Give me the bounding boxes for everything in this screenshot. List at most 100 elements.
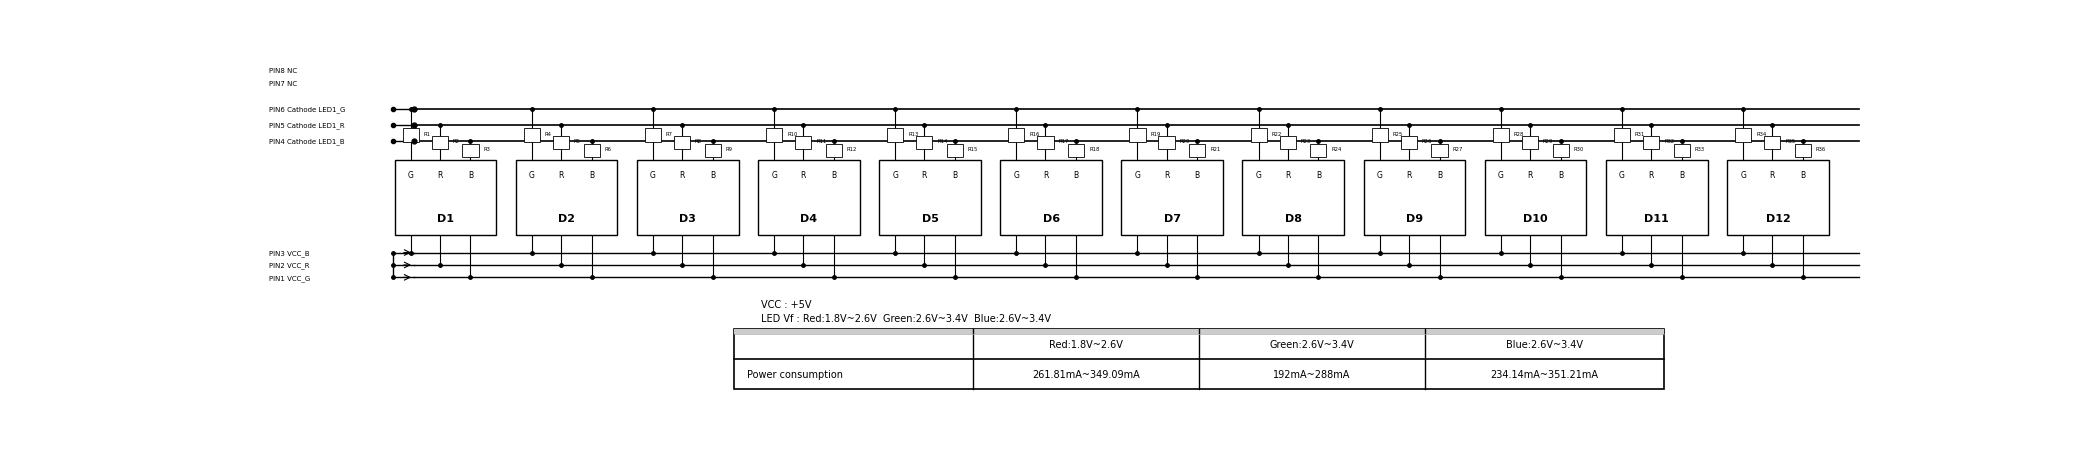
Bar [1521, 137, 1538, 150]
Text: B: B [832, 171, 836, 180]
Bar [734, 329, 1663, 335]
Bar [1311, 145, 1328, 158]
Bar [1492, 129, 1509, 142]
Bar [1607, 161, 1707, 235]
Bar [704, 145, 721, 158]
Text: PIN1 VCC_G: PIN1 VCC_G [269, 274, 311, 281]
Text: B: B [1073, 171, 1080, 180]
Text: Blue:2.6V~3.4V: Blue:2.6V~3.4V [1507, 339, 1584, 349]
Bar [1038, 137, 1055, 150]
Bar [431, 137, 448, 150]
Text: D1: D1 [438, 213, 454, 224]
Bar [1613, 129, 1630, 142]
Bar [1190, 145, 1205, 158]
Text: R: R [1407, 171, 1411, 180]
Bar [917, 137, 932, 150]
Text: R: R [1163, 171, 1169, 180]
Text: R36: R36 [1815, 147, 1826, 152]
Text: B: B [1680, 171, 1684, 180]
Bar [946, 145, 963, 158]
Text: B: B [590, 171, 594, 180]
Bar [1250, 129, 1267, 142]
Text: PIN6 Cathode LED1_G: PIN6 Cathode LED1_G [269, 106, 346, 113]
Text: B: B [469, 171, 473, 180]
Text: R6: R6 [604, 147, 611, 152]
Text: LED Vf : Red:1.8V~2.6V  Green:2.6V~3.4V  Blue:2.6V~3.4V: LED Vf : Red:1.8V~2.6V Green:2.6V~3.4V B… [761, 313, 1050, 324]
Bar [552, 137, 569, 150]
Bar [1121, 161, 1223, 235]
Text: R18: R18 [1090, 147, 1100, 152]
Text: Red:1.8V~2.6V: Red:1.8V~2.6V [1048, 339, 1123, 349]
Bar [1159, 137, 1175, 150]
Text: R19: R19 [1150, 131, 1161, 136]
Text: R21: R21 [1211, 147, 1221, 152]
Text: G: G [892, 171, 898, 180]
Text: R: R [438, 171, 442, 180]
Text: R12: R12 [846, 147, 857, 152]
Bar [825, 145, 842, 158]
Text: Green:2.6V~3.4V: Green:2.6V~3.4V [1269, 339, 1355, 349]
Bar [1000, 161, 1102, 235]
Text: PIN5 Cathode LED1_R: PIN5 Cathode LED1_R [269, 123, 344, 129]
Text: D7: D7 [1163, 213, 1182, 224]
Text: R27: R27 [1453, 147, 1463, 152]
Bar [767, 129, 782, 142]
Bar [1069, 145, 1084, 158]
Text: 261.81mA~349.09mA: 261.81mA~349.09mA [1032, 369, 1140, 379]
Bar [638, 161, 738, 235]
Text: D8: D8 [1286, 213, 1302, 224]
Text: D9: D9 [1407, 213, 1423, 224]
Text: PIN8 NC: PIN8 NC [269, 68, 296, 74]
Text: R: R [559, 171, 563, 180]
Text: R22: R22 [1271, 131, 1282, 136]
Bar [523, 129, 540, 142]
Text: R30: R30 [1573, 147, 1584, 152]
Bar [584, 145, 600, 158]
Bar [673, 137, 690, 150]
Text: 192mA~288mA: 192mA~288mA [1273, 369, 1350, 379]
Text: R: R [1286, 171, 1290, 180]
Bar [1400, 137, 1417, 150]
Text: R: R [679, 171, 686, 180]
Text: G: G [1740, 171, 1746, 180]
Bar [1242, 161, 1344, 235]
Text: R11: R11 [817, 139, 827, 144]
Bar [515, 161, 617, 235]
Text: B: B [1315, 171, 1321, 180]
Text: G: G [650, 171, 656, 180]
Text: D4: D4 [800, 213, 817, 224]
Text: G: G [1257, 171, 1261, 180]
Text: Power consumption: Power consumption [746, 369, 842, 379]
Text: R25: R25 [1392, 131, 1403, 136]
Text: R8: R8 [694, 139, 702, 144]
Bar [1130, 129, 1146, 142]
Text: D5: D5 [921, 213, 938, 224]
Text: G: G [1134, 171, 1140, 180]
Text: R24: R24 [1332, 147, 1342, 152]
Text: R15: R15 [967, 147, 977, 152]
Text: D2: D2 [559, 213, 575, 224]
Text: PIN3 VCC_B: PIN3 VCC_B [269, 250, 308, 257]
Text: R20: R20 [1180, 139, 1190, 144]
Bar [734, 329, 1663, 389]
Text: R7: R7 [667, 131, 673, 136]
Text: D12: D12 [1765, 213, 1790, 224]
Bar [394, 161, 496, 235]
Bar [402, 129, 419, 142]
Bar [1794, 145, 1811, 158]
Text: G: G [1619, 171, 1626, 180]
Text: R5: R5 [573, 139, 581, 144]
Text: R: R [1648, 171, 1655, 180]
Text: 234.14mA~351.21mA: 234.14mA~351.21mA [1490, 369, 1598, 379]
Text: B: B [1801, 171, 1805, 180]
Text: R34: R34 [1757, 131, 1767, 136]
Text: R: R [921, 171, 927, 180]
Bar [1371, 129, 1388, 142]
Text: PIN4 Cathode LED1_B: PIN4 Cathode LED1_B [269, 138, 344, 145]
Text: R10: R10 [788, 131, 798, 136]
Text: R: R [1042, 171, 1048, 180]
Text: R1: R1 [423, 131, 431, 136]
Bar [1363, 161, 1465, 235]
Text: R33: R33 [1694, 147, 1705, 152]
Text: R2: R2 [452, 139, 461, 144]
